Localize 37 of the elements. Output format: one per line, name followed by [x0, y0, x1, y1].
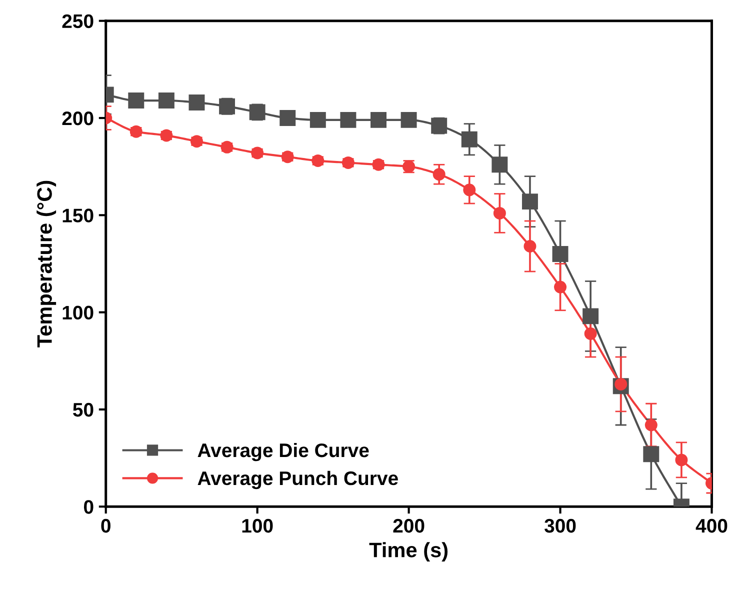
point	[522, 194, 538, 210]
point	[280, 110, 296, 126]
y-tick-label: 0	[84, 500, 94, 514]
legend-label: Average Punch Curve	[198, 470, 398, 490]
x-tick-label: 400	[696, 518, 728, 533]
y-tick-label: 250	[62, 14, 94, 28]
point	[461, 131, 478, 148]
point	[340, 112, 356, 128]
x-tick-label: 0	[101, 518, 110, 533]
x-tick-label: 300	[544, 518, 576, 533]
point	[552, 246, 568, 262]
point	[128, 92, 144, 109]
point	[493, 206, 506, 220]
point	[582, 308, 599, 324]
point	[524, 240, 536, 252]
point	[310, 112, 326, 128]
point	[400, 112, 417, 128]
point	[188, 94, 205, 110]
y-tick-label: 200	[62, 111, 94, 126]
y-axis-title: Temperature (°C)	[36, 180, 56, 348]
x-tick-label: 100	[242, 518, 273, 533]
y-tick-label: 150	[62, 208, 94, 222]
point	[463, 184, 476, 196]
point	[584, 327, 597, 340]
point	[554, 280, 567, 294]
y-tick-label: 50	[73, 402, 94, 417]
y-tick-label: 100	[62, 306, 94, 320]
x-axis-title: Time (s)	[369, 542, 448, 562]
point	[643, 446, 660, 462]
point	[370, 112, 386, 128]
point	[675, 454, 688, 466]
legend-label: Average Die Curve	[198, 442, 369, 462]
point	[432, 168, 446, 181]
point	[644, 418, 658, 432]
x-tick-label: 200	[393, 518, 424, 533]
point	[492, 156, 508, 173]
point	[158, 92, 174, 109]
